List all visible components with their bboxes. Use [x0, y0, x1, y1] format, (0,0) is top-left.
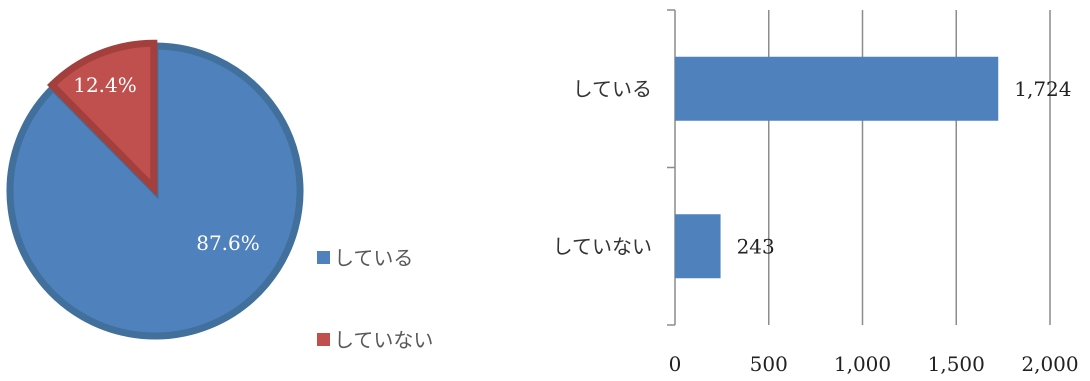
legend-swatch-shiteinai	[317, 333, 330, 346]
bar-shiteinai	[675, 214, 721, 279]
legend-label: している	[334, 246, 413, 270]
x-tick-label: 0	[669, 352, 682, 376]
x-tick-label: 1,500	[928, 352, 985, 376]
bar-data-label: 243	[737, 234, 775, 258]
x-tick-label: 500	[750, 352, 788, 376]
pie-chart: 87.6% 12.4%	[6, 39, 304, 340]
category-label: している	[573, 77, 652, 101]
x-tick-label: 1,000	[834, 352, 891, 376]
bar-data-label: 1,724	[1014, 77, 1071, 101]
x-tick-label: 2,000	[1021, 352, 1078, 376]
bar-shiteiru	[675, 56, 999, 121]
legend-label: していない	[334, 328, 433, 352]
pie-data-label: 12.4%	[73, 73, 137, 97]
legend-swatch-shiteiru	[317, 251, 330, 264]
bar-chart: 0 500 1,000 1,500 2,000 している 1,724 していない 243	[553, 9, 1079, 376]
category-label: していない	[553, 234, 652, 258]
pie-slice-shiteinai	[47, 39, 158, 197]
pie-data-label: 87.6%	[196, 231, 260, 255]
